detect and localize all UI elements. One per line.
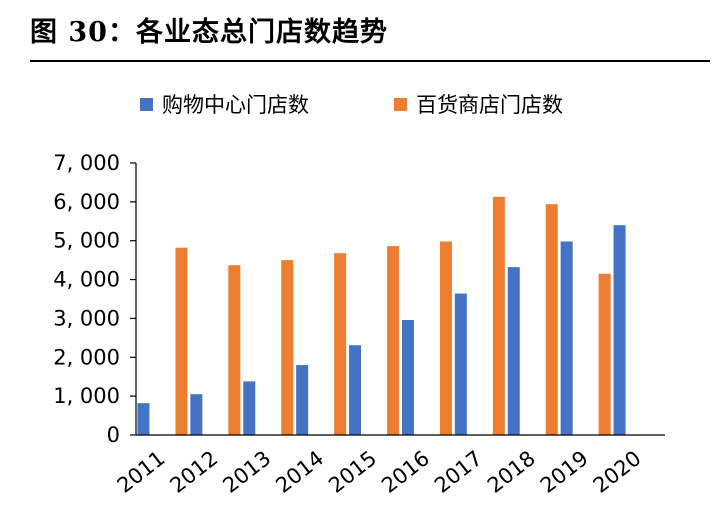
- bar-mall-2016: [401, 319, 414, 435]
- bar-mall-2018: [507, 267, 520, 435]
- bar-mall-2017: [454, 293, 467, 435]
- x-tick-label: 2016: [377, 446, 434, 498]
- bar-mall-2011: [137, 403, 150, 435]
- y-tick-label: 7, 000: [53, 151, 120, 175]
- bar-department-store-2012: [228, 265, 241, 435]
- legend-item-department-store-label: 百货商店门店数: [416, 93, 563, 117]
- x-tick-label: 2013: [218, 446, 275, 498]
- legend-item-mall-swatch: [140, 98, 153, 111]
- bar-department-store-2018: [545, 204, 558, 435]
- bar-mall-2019: [560, 241, 573, 435]
- y-tick-label: 0: [107, 423, 120, 447]
- x-tick-label: 2015: [324, 446, 381, 498]
- y-tick-label: 6, 000: [53, 190, 120, 214]
- legend: 购物中心门店数 百货商店门店数: [140, 93, 563, 117]
- y-tick-label: 3, 000: [53, 306, 120, 330]
- bar-department-store-2015: [387, 246, 400, 435]
- bar-mall-2012: [190, 394, 203, 435]
- bar-mall-2020: [613, 225, 626, 435]
- y-tick-label: 4, 000: [53, 268, 120, 292]
- bar-department-store-2011: [175, 247, 188, 435]
- bar-mall-2015: [349, 345, 362, 435]
- x-tick-label: 2012: [166, 446, 223, 498]
- bar-department-store-2016: [439, 241, 452, 435]
- bars: [137, 196, 626, 435]
- bar-department-store-2019: [598, 273, 611, 435]
- x-tick-label: 2018: [483, 446, 540, 498]
- y-axis: 0 1, 000 2, 000 3, 000 4, 000 5, 000 6, 000 7, …: [53, 151, 137, 447]
- title-rule: [30, 60, 710, 62]
- x-tick-label: 2020: [589, 446, 646, 498]
- y-tick-label: 2, 000: [53, 345, 120, 369]
- y-tick-label: 1, 000: [53, 384, 120, 408]
- y-tick-label: 5, 000: [53, 229, 120, 253]
- bar-mall-2013: [243, 381, 256, 435]
- x-tick-label: 2017: [430, 446, 487, 498]
- legend-item-mall-label: 购物中心门店数: [162, 93, 309, 117]
- figure-title: 图 30：各业态总门店数趋势: [30, 17, 388, 48]
- x-tick-label: 2019: [536, 446, 593, 498]
- bar-department-store-2013: [281, 260, 294, 435]
- x-tick-label: 2011: [113, 446, 170, 498]
- bar-mall-2014: [296, 365, 309, 435]
- legend-item-department-store-swatch: [394, 98, 407, 111]
- bar-department-store-2017: [492, 196, 505, 435]
- x-tick-label: 2014: [271, 446, 328, 498]
- bar-department-store-2014: [334, 253, 347, 435]
